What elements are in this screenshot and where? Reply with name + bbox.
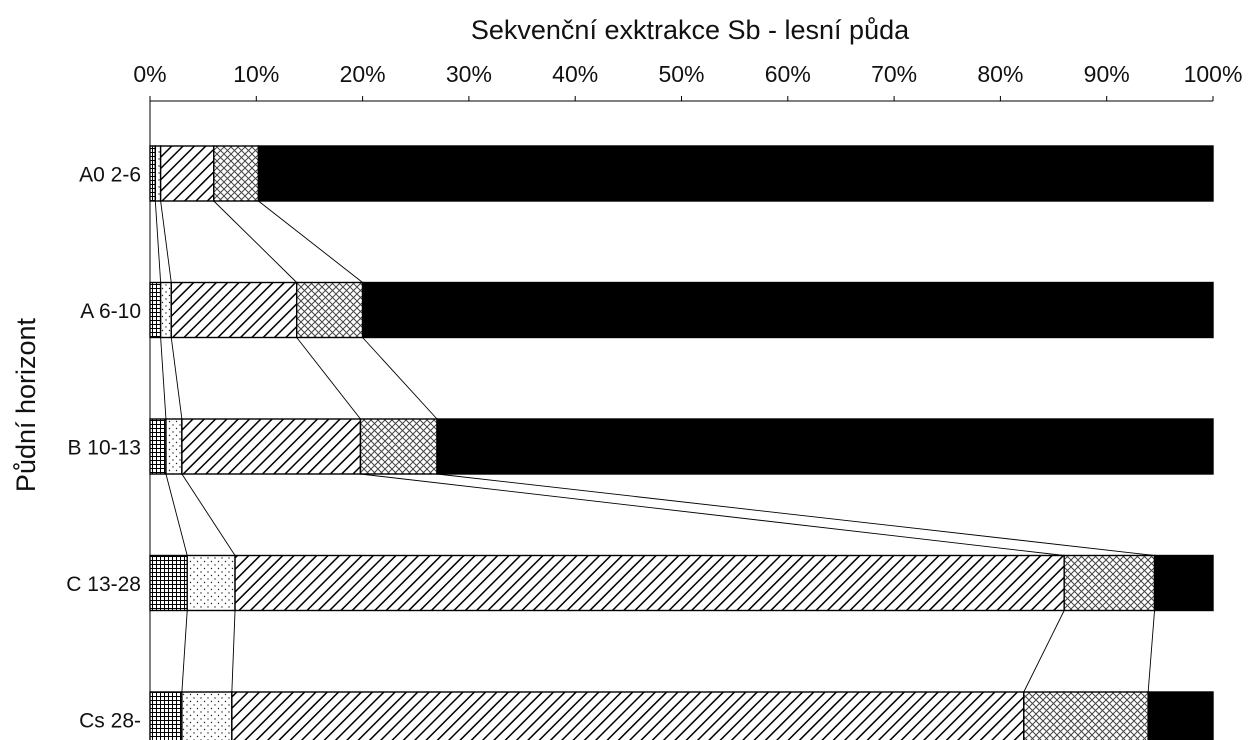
category-label: Cs 28- [79,710,141,733]
x-tick-label: 50% [658,61,704,87]
category-label: A0 2-6 [79,164,141,187]
bar-segment-crosshatch [295,281,364,339]
bars [149,145,1214,740]
bar-segment-grid [149,691,183,740]
x-tick-label: 80% [977,61,1023,87]
y-axis-label: Půdní horizont [11,317,41,492]
connector-line [181,473,236,556]
bar-segment-solid-black [1153,554,1214,612]
bar-segment-solid-black [1147,691,1214,740]
connector-line [181,610,188,693]
bar-segment-dots [159,281,172,339]
connector-lines [154,200,1155,693]
bar-segment-solid-black [361,281,1214,339]
category-label: A 6-10 [80,300,141,323]
x-tick-label: 60% [765,61,811,87]
bar-segment-diagonal [234,554,1065,612]
connector-line [213,200,298,283]
connector-line [160,200,172,283]
bar-segment-dots [165,418,183,475]
bar-segment-crosshatch [213,145,260,202]
bar-segment-dots [186,554,236,612]
bar-segment-crosshatch [1023,691,1149,740]
bar-segment-dots [181,691,233,740]
connector-line [436,473,1155,556]
connector-line [165,473,188,556]
connector-line [1147,610,1155,693]
connector-line [160,337,167,420]
category-label: C 13-28 [66,573,141,596]
bar-segment-diagonal [181,418,362,475]
bar-segment-solid-black [257,145,1214,202]
x-tick-label: 0% [133,61,166,87]
x-tick-label: 100% [1184,61,1243,87]
bar-segment-solid-black [436,418,1214,475]
bar-segment-diagonal [159,145,215,202]
bar-segment-diagonal [170,281,298,339]
x-tick-label: 20% [340,61,386,87]
connector-line [1023,610,1065,693]
category-labels: A0 2-6 A 6-10 B 10-13 C 13-28 Cs 28- [66,164,141,733]
bar-segment-grid [149,418,167,475]
connector-line [231,610,236,693]
connector-line [362,337,438,420]
connector-line [296,337,361,420]
category-label: B 10-13 [67,437,141,460]
x-axis-ticks: 0% 10% 20% 30% 40% 50% 60% 70% 80% 90% 100% [133,61,1242,101]
x-tick-label: 30% [446,61,492,87]
x-tick-label: 10% [233,61,279,87]
bar-segment-crosshatch [359,418,438,475]
chart-title: Sekvenční exktrakce Sb - lesní půda [471,15,910,45]
bar-segment-dots [154,145,162,202]
bar-segment-grid [149,281,162,339]
connector-line [170,337,183,420]
connector-line [258,200,363,283]
x-tick-label: 90% [1084,61,1130,87]
bar-segment-crosshatch [1063,554,1156,612]
x-tick-label: 70% [871,61,917,87]
bar-segment-grid [149,145,157,202]
connector-line [360,473,1065,556]
bar-segment-diagonal [231,691,1025,740]
connector-line [154,200,162,283]
bar-segment-grid [149,554,188,612]
x-tick-label: 40% [552,61,598,87]
